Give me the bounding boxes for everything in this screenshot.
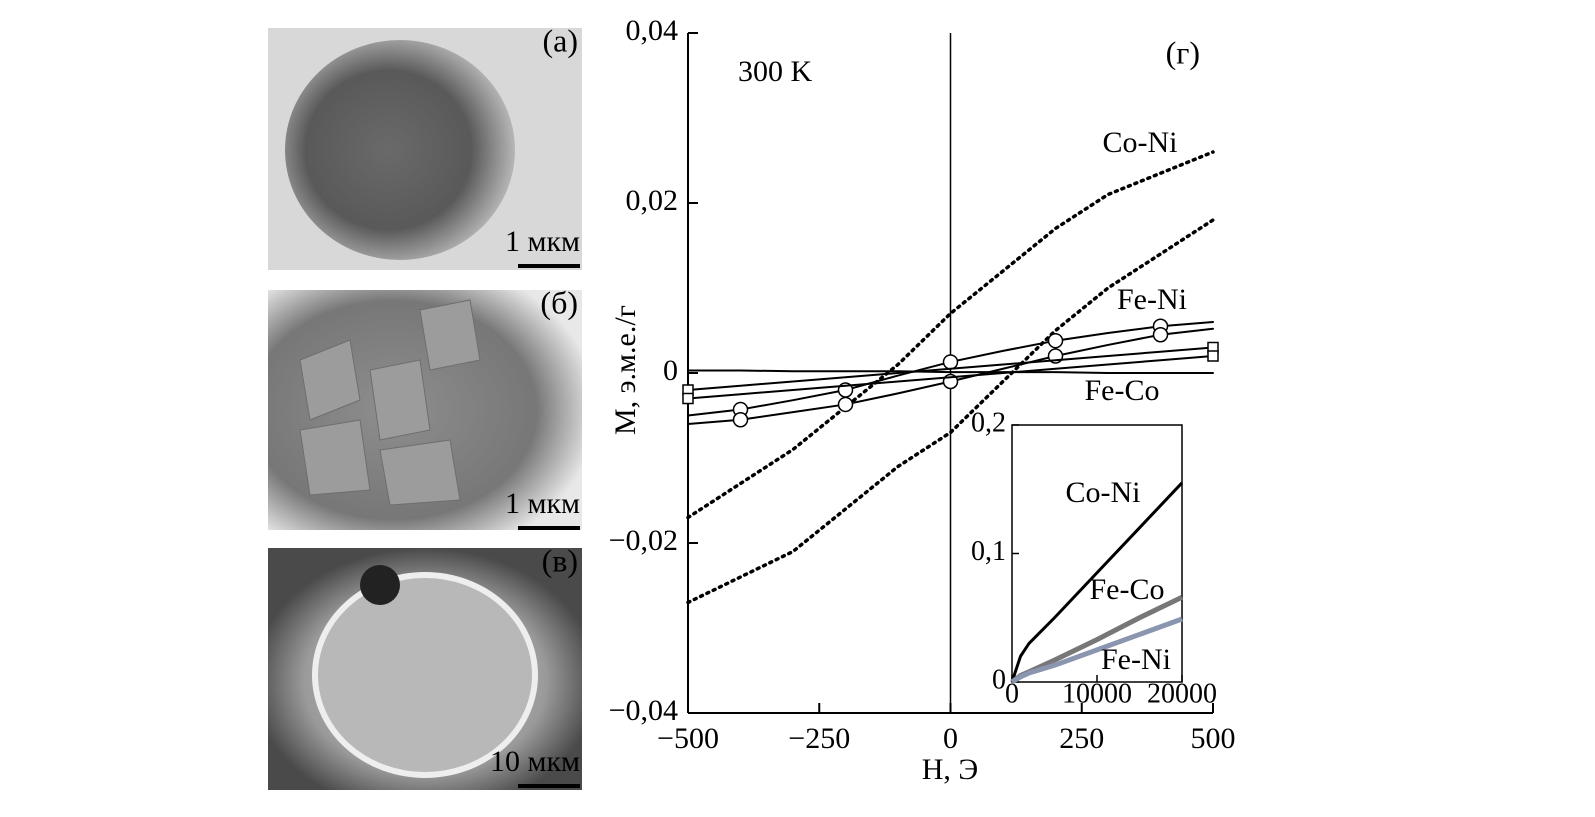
scale-bar <box>518 526 580 530</box>
series-line <box>1010 616 1183 685</box>
scale-bar-label: 1 мкм <box>505 225 580 258</box>
panel-labels: (а) 1 мкм (б) 1 мкм (в) 10 мкм <box>490 22 580 788</box>
sem-sphere <box>312 572 538 778</box>
series-label: Fe-Ni <box>1117 283 1187 316</box>
scale-bar <box>518 264 580 268</box>
marker <box>1047 332 1064 349</box>
x-tick-label: 250 <box>1059 722 1104 755</box>
sem-images <box>268 28 582 790</box>
marker <box>1152 327 1169 343</box>
marker <box>732 412 749 428</box>
series-line <box>1010 481 1184 683</box>
marker <box>837 396 854 413</box>
y-tick-label: −0,02 <box>609 524 678 557</box>
series-line <box>687 369 1214 374</box>
sem-hole <box>360 565 400 605</box>
series-label: Fe-Co <box>1090 573 1165 606</box>
series-line <box>686 218 1215 605</box>
panel-label: (г) <box>1166 34 1200 70</box>
series-line <box>687 346 1214 391</box>
scale-bar-label: 10 мкм <box>490 745 580 778</box>
x-tick-label: 0 <box>943 722 958 755</box>
x-tick-label: 0 <box>1005 678 1019 709</box>
x-tick-label: 10000 <box>1062 678 1132 709</box>
x-tick-label: −500 <box>657 722 719 755</box>
y-tick-label: 0 <box>663 354 678 387</box>
y-tick-label: 0,2 <box>971 407 1006 438</box>
panel-label: (б) <box>540 284 578 320</box>
y-tick-label: 0,02 <box>626 184 679 217</box>
y-tick-label: 0 <box>992 664 1006 695</box>
x-tick-label: 500 <box>1191 722 1236 755</box>
x-axis-label: H, Э <box>922 753 978 786</box>
series-line <box>686 150 1215 520</box>
series-label: Co-Ni <box>1066 476 1141 509</box>
scale-bar-label: 1 мкм <box>505 487 580 520</box>
sem-pore <box>285 40 515 260</box>
scale-bar <box>518 784 580 788</box>
x-tick-label: 20000 <box>1147 678 1217 709</box>
marker <box>1207 350 1219 362</box>
series-label: Fe-Co <box>1085 374 1160 407</box>
panel-label: (а) <box>542 22 578 58</box>
y-axis-label: M, э.м.е./г <box>609 305 642 435</box>
inset-chart: 0 0,1 0,2 0 10000 20000 Co-Ni Fe-Co Fe-Ni <box>971 407 1217 709</box>
x-tick-label: −250 <box>788 722 850 755</box>
series-label: Fe-Ni <box>1101 643 1171 676</box>
annotation: 300 K <box>738 55 813 88</box>
main-chart: −0,04 −0,02 0 0,02 0,04 −500 −250 0 250 500 H, Э M,… <box>609 14 1236 786</box>
marker <box>682 392 694 405</box>
y-tick-label: −0,04 <box>609 694 678 727</box>
series-label: Co-Ni <box>1103 126 1178 159</box>
series-line <box>687 355 1214 400</box>
y-tick-label: 0,1 <box>971 536 1006 567</box>
panel-label: (в) <box>542 542 578 578</box>
y-tick-label: 0,04 <box>626 14 679 47</box>
marker <box>942 354 959 370</box>
